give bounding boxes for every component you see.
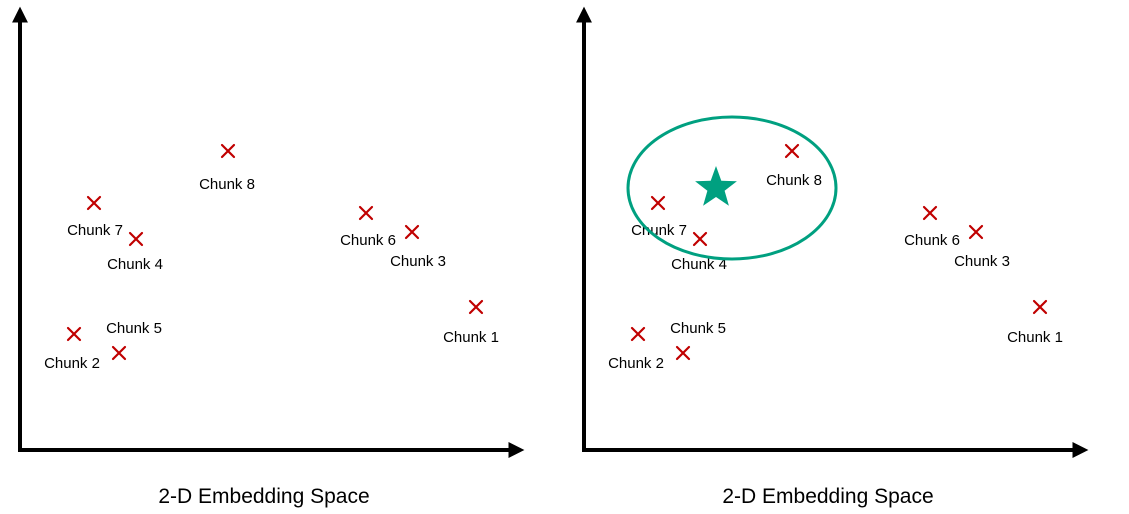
x-mark-icon — [924, 207, 936, 219]
star-icon — [695, 166, 737, 206]
chunk-point: Chunk 8 — [199, 145, 255, 193]
chunk-point: Chunk 3 — [954, 226, 1010, 270]
x-mark-icon — [470, 301, 482, 313]
chunk-label: Chunk 1 — [1007, 329, 1063, 346]
x-mark-icon — [360, 207, 372, 219]
panel-right: Chunk 8 Chunk 7 Chunk 4 Chunk 6 Chunk 3 — [582, 21, 1074, 508]
x-mark-icon — [677, 347, 689, 359]
x-mark-icon — [694, 233, 706, 245]
x-mark-icon — [1034, 301, 1046, 313]
chunk-point: Chunk 5 — [106, 320, 162, 359]
chunk-point: Chunk 5 — [670, 320, 726, 359]
chunk-point: Chunk 4 — [671, 233, 727, 273]
chunk-label: Chunk 8 — [199, 176, 255, 193]
x-mark-icon — [786, 145, 798, 157]
x-mark-icon — [222, 145, 234, 157]
chunk-label: Chunk 6 — [340, 232, 396, 249]
chunk-point: Chunk 1 — [443, 301, 499, 346]
x-mark-icon — [970, 226, 982, 238]
x-mark-icon — [88, 197, 100, 209]
chunk-point: Chunk 7 — [67, 197, 123, 239]
x-mark-icon — [113, 347, 125, 359]
chunk-label: Chunk 7 — [631, 222, 687, 239]
chunk-label: Chunk 5 — [106, 320, 162, 337]
chunk-point: Chunk 3 — [390, 226, 446, 270]
chunk-label: Chunk 7 — [67, 222, 123, 239]
chunk-point: Chunk 1 — [1007, 301, 1063, 346]
chunk-label: Chunk 2 — [608, 355, 664, 372]
panel-left-chunks: Chunk 8 Chunk 7 Chunk 4 Chunk 6 Chunk 3 — [44, 145, 499, 372]
x-mark-icon — [632, 328, 644, 340]
panel-left: Chunk 8 Chunk 7 Chunk 4 Chunk 6 Chunk 3 — [18, 21, 510, 508]
chunk-label: Chunk 4 — [107, 256, 163, 273]
x-mark-icon — [652, 197, 664, 209]
chunk-point: Chunk 8 — [766, 145, 822, 189]
chunk-label: Chunk 5 — [670, 320, 726, 337]
chunk-point: Chunk 4 — [107, 233, 163, 273]
chunk-point: Chunk 2 — [608, 328, 664, 372]
chunk-label: Chunk 2 — [44, 355, 100, 372]
chunk-point: Chunk 2 — [44, 328, 100, 372]
chunk-label: Chunk 8 — [766, 172, 822, 189]
chunk-point: Chunk 6 — [904, 207, 960, 249]
panel-right-caption: 2-D Embedding Space — [722, 485, 933, 508]
chunk-label: Chunk 3 — [954, 253, 1010, 270]
panel-left-caption: 2-D Embedding Space — [158, 485, 369, 508]
chunk-label: Chunk 3 — [390, 253, 446, 270]
chunk-point: Chunk 6 — [340, 207, 396, 249]
chunk-label: Chunk 1 — [443, 329, 499, 346]
x-mark-icon — [406, 226, 418, 238]
x-mark-icon — [68, 328, 80, 340]
chunk-label: Chunk 6 — [904, 232, 960, 249]
x-mark-icon — [130, 233, 142, 245]
